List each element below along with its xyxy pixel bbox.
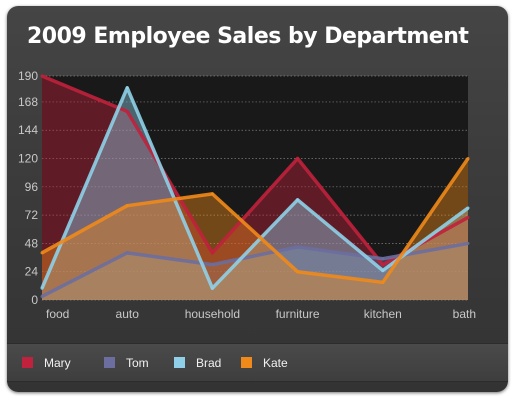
data-point-brad xyxy=(40,286,44,290)
data-point-tom xyxy=(466,241,470,245)
data-point-mary xyxy=(466,215,470,219)
data-point-mary xyxy=(40,74,44,78)
y-tick-label: 72 xyxy=(25,208,39,222)
data-point-mary xyxy=(210,251,214,255)
x-tick-label: furniture xyxy=(276,307,320,321)
series-line-tom xyxy=(41,241,469,299)
data-point-kate xyxy=(381,280,385,284)
data-point-mary xyxy=(296,157,300,161)
legend-swatch-mary xyxy=(22,357,33,368)
data-point-kate xyxy=(125,204,129,208)
series-area-mary xyxy=(42,76,468,300)
data-point-mary xyxy=(125,109,129,113)
chart-svg: 0 24 48 72 96 120 144 168 190 food auto household f… xyxy=(18,69,476,321)
data-point-tom xyxy=(125,251,129,255)
data-point-tom xyxy=(296,245,300,249)
legend: Mary Tom Brad Kate xyxy=(7,343,508,382)
data-point-kate xyxy=(210,192,214,196)
x-tick-label: bath xyxy=(453,307,476,321)
series-area-kate xyxy=(42,158,468,300)
legend-label-tom: Tom xyxy=(126,356,149,370)
data-point-kate xyxy=(40,251,44,255)
x-tick-label: kitchen xyxy=(364,307,402,321)
data-point-tom xyxy=(381,257,385,261)
chart-title: 2009 Employee Sales by Department xyxy=(27,24,469,49)
legend-label-mary: Mary xyxy=(44,356,71,370)
data-point-tom xyxy=(210,263,214,267)
y-tick-label: 144 xyxy=(18,123,38,137)
data-point-brad xyxy=(210,286,214,290)
data-point-brad xyxy=(466,206,470,210)
legend-swatch-kate xyxy=(241,357,252,368)
legend-label-kate: Kate xyxy=(263,356,288,370)
data-point-brad xyxy=(381,269,385,273)
y-tick-label: 190 xyxy=(18,69,38,83)
chart-card: 0 24 48 72 96 120 144 168 190 food auto household f… xyxy=(7,6,508,392)
legend-swatch-brad xyxy=(174,357,185,368)
data-point-kate xyxy=(466,157,470,161)
legend-label-brad: Brad xyxy=(196,356,222,370)
y-tick-label: 24 xyxy=(25,265,39,279)
data-point-tom xyxy=(40,294,44,298)
data-point-mary xyxy=(381,263,385,267)
y-tick-label: 96 xyxy=(25,180,39,194)
data-point-kate xyxy=(296,270,300,274)
x-tick-label: food xyxy=(46,307,69,321)
series-area-tom xyxy=(42,243,468,300)
x-tick-label: household xyxy=(185,307,240,321)
series-line-kate xyxy=(41,157,470,285)
y-tick-label: 0 xyxy=(31,293,38,307)
y-tick-label: 48 xyxy=(25,236,39,250)
data-point-brad xyxy=(296,198,300,202)
data-point-brad xyxy=(125,86,129,90)
y-tick-label: 120 xyxy=(18,152,38,166)
y-tick-label: 168 xyxy=(18,95,38,109)
legend-swatch-tom xyxy=(104,357,115,368)
x-tick-label: auto xyxy=(116,307,140,321)
